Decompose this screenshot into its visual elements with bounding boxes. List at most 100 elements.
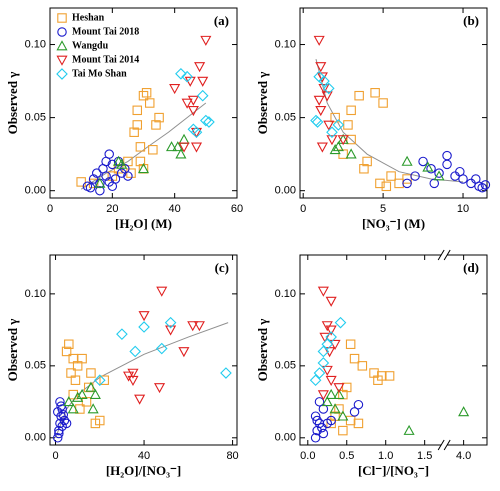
marker-triangle-down <box>153 383 166 394</box>
marker-triangle-down <box>156 286 168 297</box>
marker-diamond <box>116 328 128 340</box>
marker-triangle-up <box>401 155 413 166</box>
marker-triangle-up <box>329 403 341 414</box>
y-axis-label: Observed γ <box>5 319 20 382</box>
marker-square <box>377 371 387 381</box>
x-tick-label: 0 <box>47 203 53 215</box>
marker-triangle-down <box>325 325 337 336</box>
y-tick-label: 0.10 <box>275 288 296 300</box>
marker-square <box>126 168 136 178</box>
axis-break-mark <box>437 439 445 451</box>
marker-diamond <box>129 345 142 358</box>
marker-circle <box>318 428 329 439</box>
marker-triangle-down <box>321 365 333 376</box>
legend-label: Tai Mo Shan <box>72 68 127 79</box>
marker-square <box>76 177 86 187</box>
marker-circle <box>52 433 63 443</box>
marker-circle <box>310 411 321 421</box>
marker-triangle-up <box>137 163 150 174</box>
marker-triangle-down <box>313 95 325 106</box>
panel-label: (a) <box>214 13 229 28</box>
marker-circle <box>95 185 105 196</box>
y-tick-label: 0.05 <box>25 360 46 372</box>
marker-circle <box>418 156 428 167</box>
marker-square <box>138 90 149 101</box>
marker-diamond <box>322 82 335 95</box>
marker-square <box>338 149 348 159</box>
marker-square <box>402 174 412 184</box>
marker-triangle-up <box>165 141 178 152</box>
marker-circle <box>426 164 436 174</box>
marker-square <box>135 156 146 167</box>
x-tick-label: 0.0 <box>300 450 315 462</box>
marker-triangle-up <box>87 403 99 414</box>
legend-label: Mount Tai 2018 <box>72 26 139 37</box>
marker-triangle-down <box>317 286 329 297</box>
marker-square <box>378 98 388 108</box>
marker-square <box>154 112 164 123</box>
y-tick-label: 0.00 <box>275 432 296 444</box>
marker-triangle-down <box>193 321 205 332</box>
marker-circle <box>314 397 325 407</box>
marker-triangle-up <box>178 133 190 144</box>
marker-circle <box>61 418 72 429</box>
marker-triangle-down <box>317 390 329 401</box>
marker-square <box>375 178 385 189</box>
marker-triangle-up <box>172 141 184 152</box>
marker-triangle-down <box>190 142 203 153</box>
marker-square <box>99 375 109 385</box>
legend-label: Wangdu <box>72 40 109 51</box>
marker-triangle-down <box>316 142 328 153</box>
marker-diamond <box>203 116 215 128</box>
marker-square <box>341 382 352 393</box>
marker-triangle-up <box>403 424 415 435</box>
marker-triangle-up <box>116 158 128 169</box>
marker-triangle-up <box>94 177 106 188</box>
y-tick-label: 0.00 <box>25 185 46 197</box>
marker-triangle-down <box>169 84 181 95</box>
marker-diamond <box>310 114 322 127</box>
marker-square <box>353 418 364 429</box>
marker-diamond <box>332 119 345 131</box>
marker-triangle-down <box>165 325 177 336</box>
marker-triangle-down <box>56 55 68 66</box>
marker-diamond <box>317 345 330 358</box>
x-tick-label: 0 <box>300 203 306 215</box>
marker-circle <box>326 415 336 426</box>
marker-square <box>151 120 161 130</box>
x-tick-label: 5 <box>380 203 386 215</box>
marker-circle <box>54 428 64 439</box>
marker-circle <box>434 168 444 178</box>
marker-circle <box>312 425 322 436</box>
marker-diamond <box>200 114 212 127</box>
marker-triangle-down <box>190 127 203 138</box>
marker-diamond <box>326 126 338 139</box>
marker-triangle-down <box>127 375 139 386</box>
marker-circle <box>104 177 114 187</box>
marker-triangle-up <box>76 388 88 399</box>
x-tick-label: 60 <box>231 203 243 215</box>
marker-square <box>338 425 348 436</box>
marker-circle <box>59 415 70 426</box>
y-tick-label: 0.10 <box>275 38 296 50</box>
marker-square <box>343 120 353 130</box>
axis-break-gap <box>441 251 448 259</box>
marker-circle <box>480 180 491 190</box>
marker-triangle-up <box>321 396 333 407</box>
marker-circle <box>88 174 99 184</box>
marker-triangle-down <box>337 135 349 146</box>
panel-label: (c) <box>215 260 229 275</box>
x-tick-label: 0 <box>52 450 58 462</box>
marker-square <box>359 164 369 174</box>
marker-circle <box>310 433 321 443</box>
x-tick-label: 4.0 <box>456 450 471 462</box>
marker-circle <box>312 415 322 426</box>
marker-square <box>141 88 152 98</box>
marker-triangle-down <box>197 76 209 87</box>
plot-frame <box>299 254 488 446</box>
marker-square <box>86 368 96 378</box>
marker-circle <box>349 407 360 417</box>
marker-square <box>384 371 395 381</box>
marker-diamond <box>155 342 168 355</box>
